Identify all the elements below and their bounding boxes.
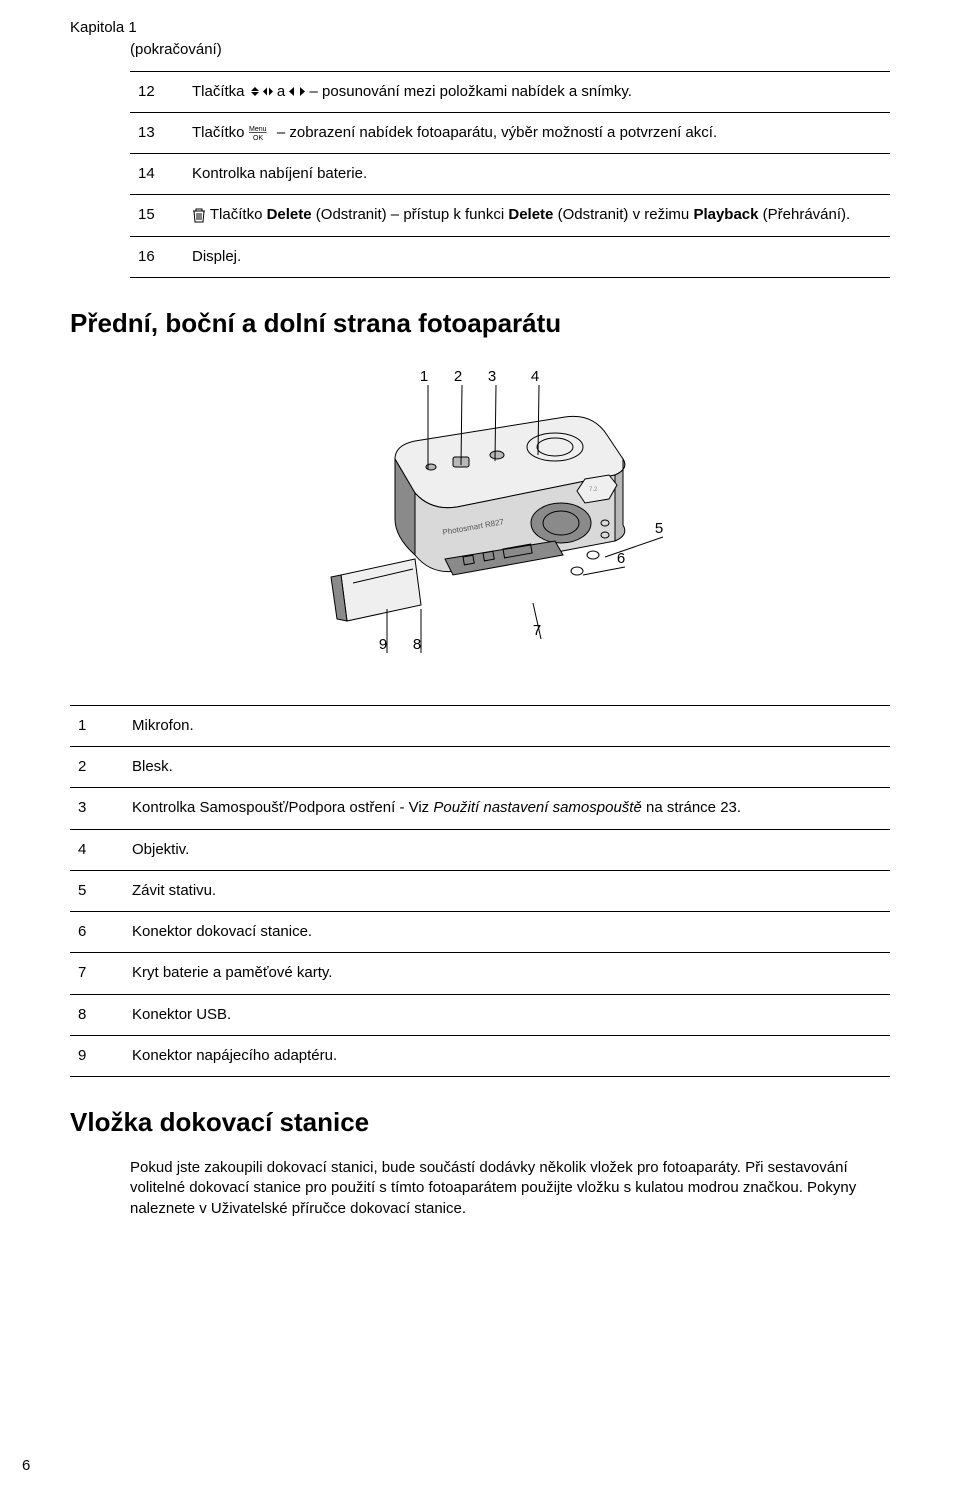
row-number: 9: [70, 1035, 124, 1076]
table-row: 3Kontrolka Samospoušť/Podpora ostření - …: [70, 788, 890, 829]
row-number: 7: [70, 953, 124, 994]
row-number: 1: [70, 705, 124, 746]
table-row: 14Kontrolka nabíjení baterie.: [130, 154, 890, 195]
table-row: 16Displej.: [130, 236, 890, 277]
svg-text:Menu: Menu: [249, 126, 267, 133]
row-desc: Závit stativu.: [124, 870, 890, 911]
row-number: 2: [70, 747, 124, 788]
row-desc: Konektor dokovací stanice.: [124, 912, 890, 953]
table-row: 6Konektor dokovací stanice.: [70, 912, 890, 953]
row-number: 14: [130, 154, 184, 195]
row-desc: Displej.: [184, 236, 890, 277]
row-number: 8: [70, 994, 124, 1035]
svg-text:OK: OK: [253, 135, 263, 142]
row-number: 15: [130, 195, 184, 236]
row-number: 6: [70, 912, 124, 953]
camera-diagram: 7.2 Photosmart R827 12345678: [70, 359, 890, 679]
row-number: 12: [130, 71, 184, 112]
page-number: 6: [22, 1456, 30, 1476]
row-desc: Kontrolka Samospoušť/Podpora ostření - V…: [124, 788, 890, 829]
table-row: 12Tlačítka a – posunování mezi položkami…: [130, 71, 890, 112]
table-row: 13Tlačítko MenuOK – zobrazení nabídek fo…: [130, 112, 890, 153]
row-number: 4: [70, 829, 124, 870]
svg-text:1: 1: [420, 368, 428, 385]
table-row: 5Závit stativu.: [70, 870, 890, 911]
row-desc: Tlačítka a – posunování mezi položkami n…: [184, 71, 890, 112]
table-row: 4Objektiv.: [70, 829, 890, 870]
svg-text:7: 7: [533, 622, 541, 639]
svg-text:7.2: 7.2: [589, 487, 598, 493]
svg-text:6: 6: [617, 550, 625, 567]
row-desc: Blesk.: [124, 747, 890, 788]
row-desc: Kryt baterie a paměťové karty.: [124, 953, 890, 994]
section-heading-front: Přední, boční a dolní strana fotoaparátu: [70, 306, 890, 341]
table-row: 9Konektor napájecího adaptéru.: [70, 1035, 890, 1076]
section-heading-dock: Vložka dokovací stanice: [70, 1105, 890, 1140]
row-desc: Konektor USB.: [124, 994, 890, 1035]
row-desc: Tlačítko Delete (Odstranit) – přístup k …: [184, 195, 890, 236]
dock-body-text: Pokud jste zakoupili dokovací stanici, b…: [130, 1158, 890, 1219]
row-desc: Tlačítko MenuOK – zobrazení nabídek foto…: [184, 112, 890, 153]
row-number: 13: [130, 112, 184, 153]
table-row: 7Kryt baterie a paměťové karty.: [70, 953, 890, 994]
row-desc: Mikrofon.: [124, 705, 890, 746]
svg-text:9: 9: [379, 636, 387, 653]
table-row: 8Konektor USB.: [70, 994, 890, 1035]
svg-text:2: 2: [454, 368, 462, 385]
table-row: 1Mikrofon.: [70, 705, 890, 746]
row-desc: Objektiv.: [124, 829, 890, 870]
table-row: 15 Tlačítko Delete (Odstranit) – přístup…: [130, 195, 890, 236]
row-number: 5: [70, 870, 124, 911]
row-number: 3: [70, 788, 124, 829]
chapter-label: Kapitola 1: [70, 18, 890, 38]
row-desc: Konektor napájecího adaptéru.: [124, 1035, 890, 1076]
controls-table-top: 12Tlačítka a – posunování mezi položkami…: [130, 71, 890, 278]
svg-text:8: 8: [413, 636, 421, 653]
row-desc: Kontrolka nabíjení baterie.: [184, 154, 890, 195]
svg-text:4: 4: [531, 368, 539, 385]
parts-table: 1Mikrofon.2Blesk.3Kontrolka Samospoušť/P…: [70, 705, 890, 1077]
continuation-label: (pokračování): [130, 40, 890, 60]
svg-text:5: 5: [655, 520, 663, 537]
svg-text:3: 3: [488, 368, 496, 385]
table-row: 2Blesk.: [70, 747, 890, 788]
row-number: 16: [130, 236, 184, 277]
